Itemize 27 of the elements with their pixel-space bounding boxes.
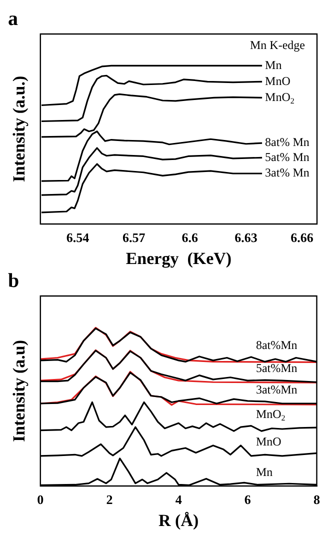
chart-title: b [8, 270, 20, 292]
series-label: 5at%Mn [256, 361, 298, 376]
series-label: 3at% Mn [265, 166, 310, 180]
series-label: Mn [265, 58, 282, 72]
x-tick-label: 6.6 [182, 230, 199, 246]
y-axis-title: Intensity (a.u) [10, 340, 29, 442]
x-tick-label: 8 [314, 492, 320, 508]
series-label: 5at% Mn [265, 150, 310, 164]
chart-title: a [8, 8, 18, 30]
series-label: 8at% Mn [265, 135, 310, 150]
series-label: MnO [265, 74, 291, 88]
x-tick-label: 6 [244, 492, 252, 508]
y-axis-title: Intensity (a.u.) [10, 76, 29, 182]
series-label: 3at%Mn [256, 382, 298, 397]
x-tick-label: 6.66 [290, 230, 314, 246]
x-tick-label: 6.57 [122, 230, 146, 246]
x-tick-label: 6.63 [234, 230, 258, 246]
series-label: MnO [256, 434, 282, 448]
x-axis-title: R (Å) [158, 511, 199, 530]
x-tick-label: 6.54 [66, 230, 90, 246]
text: Mn K-edge [250, 38, 305, 52]
x-tick-label: 0 [37, 492, 44, 508]
series-label: Mn [256, 464, 273, 479]
series-label: 8at%Mn [256, 338, 298, 352]
x-tick-label: 2 [106, 492, 113, 508]
x-axis-title: Energy (KeV) [126, 249, 232, 268]
x-tick-label: 4 [175, 492, 182, 508]
